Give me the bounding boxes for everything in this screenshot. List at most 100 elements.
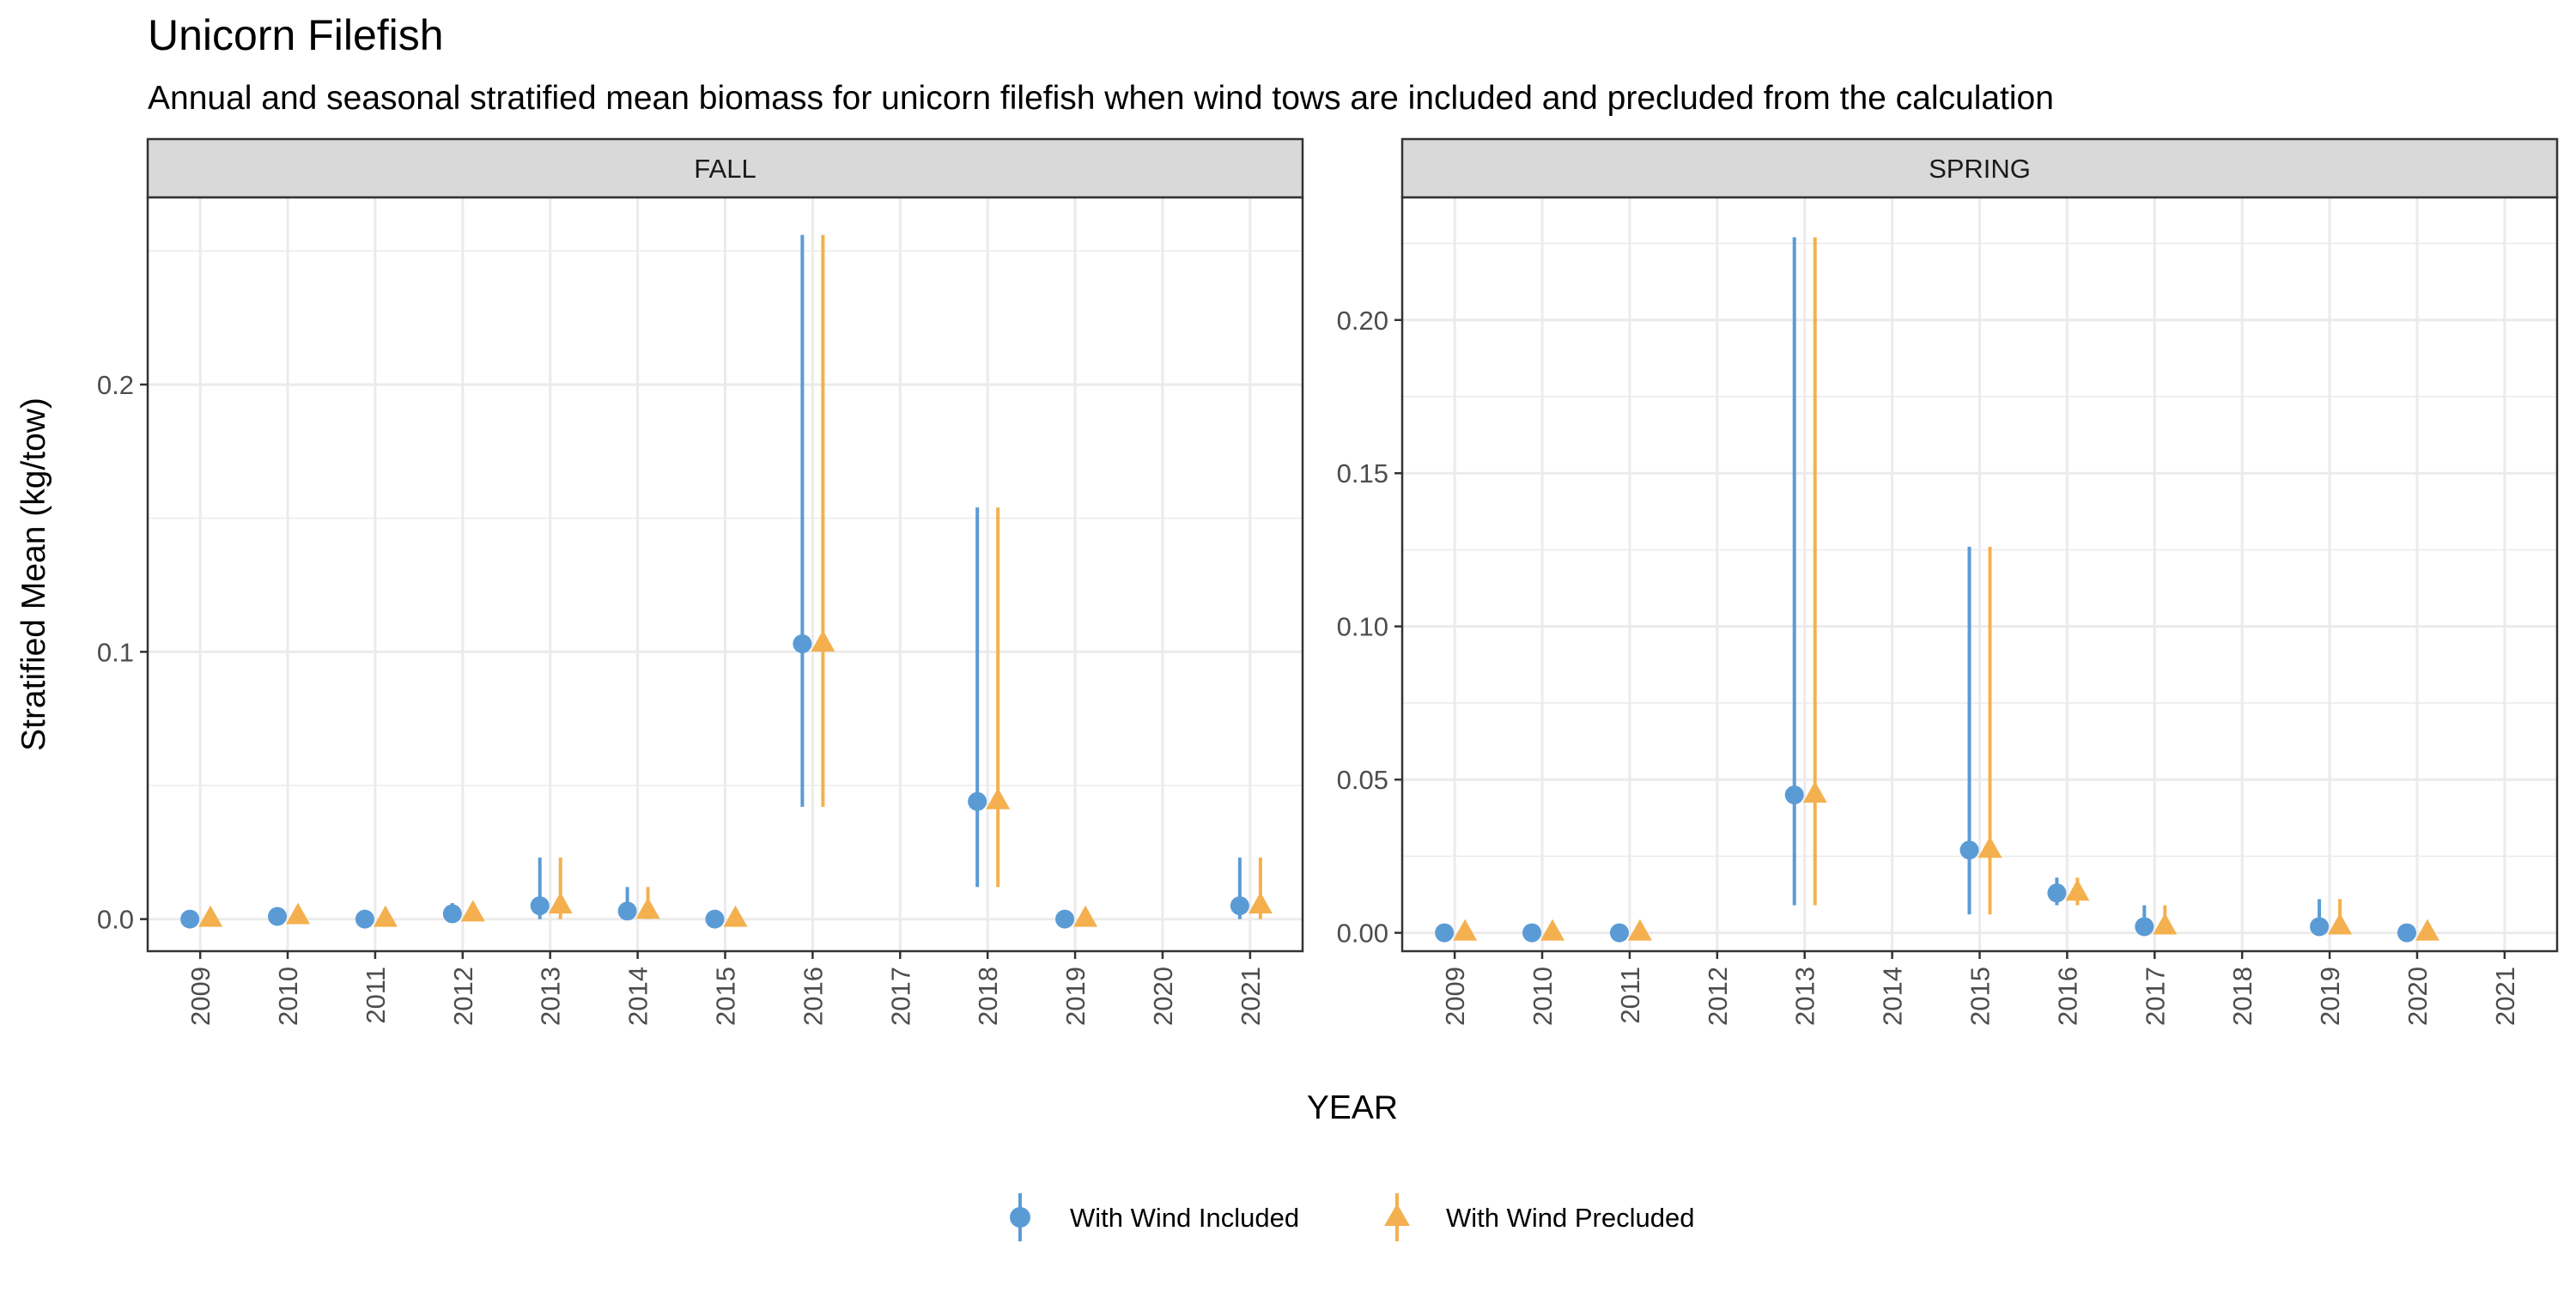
y-tick-label-spring-0: 0.00 (1337, 919, 1388, 949)
x-tick-label-spring-2017: 2017 (2140, 967, 2170, 1026)
point-spring-included-2015 (1959, 840, 1979, 860)
point-spring-included-2019 (2310, 917, 2330, 937)
x-tick-label-fall-2010: 2010 (273, 967, 303, 1026)
point-spring-included-2009 (1435, 923, 1455, 943)
chart-subtitle: Annual and seasonal stratified mean biom… (148, 80, 2054, 117)
y-tick-label-spring-4: 0.20 (1337, 306, 1388, 336)
x-tick-label-fall-2018: 2018 (973, 967, 1003, 1026)
x-tick-label-spring-2009: 2009 (1440, 967, 1470, 1026)
point-fall-included-2012 (442, 904, 462, 924)
legend-item-precluded: With Wind Precluded (1384, 1193, 1694, 1241)
point-fall-included-2021 (1230, 896, 1249, 916)
point-fall-included-2018 (968, 792, 987, 811)
point-fall-precluded-2018 (986, 787, 1011, 810)
legend-item-included: With Wind Included (1010, 1193, 1299, 1241)
point-spring-precluded-2015 (1978, 836, 2002, 858)
legend-label-precluded: With Wind Precluded (1446, 1203, 1694, 1233)
point-fall-included-2015 (705, 909, 725, 929)
point-fall-included-2014 (617, 901, 637, 921)
legend-key-precluded-marker (1384, 1204, 1410, 1226)
x-axis-title: YEAR (1307, 1089, 1398, 1126)
y-tick-label-fall-0: 0.0 (97, 905, 134, 935)
point-spring-precluded-2011 (1627, 919, 1652, 941)
point-spring-included-2011 (1609, 923, 1629, 943)
point-spring-precluded-2019 (2328, 913, 2353, 935)
x-tick-label-fall-2019: 2019 (1060, 967, 1091, 1026)
x-tick-label-spring-2013: 2013 (1790, 967, 1820, 1026)
marks-fall (180, 234, 1273, 929)
y-tick-label-spring-2: 0.10 (1337, 612, 1388, 642)
legend: With Wind Included With Wind Precluded (1010, 1193, 1694, 1241)
x-tick-label-spring-2016: 2016 (2052, 967, 2082, 1026)
marks-spring (1435, 237, 2439, 943)
y-tick-label-fall-2: 0.2 (97, 370, 134, 400)
x-tick-label-fall-2013: 2013 (536, 967, 566, 1026)
facet-strip-label-fall: FALL (694, 154, 756, 184)
facet-strip-label-spring: SPRING (1929, 154, 2031, 184)
point-fall-included-2009 (180, 909, 200, 929)
x-tick-label-spring-2012: 2012 (1703, 967, 1733, 1026)
x-tick-label-fall-2021: 2021 (1236, 967, 1266, 1026)
legend-label-included: With Wind Included (1070, 1203, 1299, 1233)
x-tick-label-spring-2021: 2021 (2490, 967, 2520, 1026)
x-tick-label-fall-2011: 2011 (361, 967, 391, 1024)
point-spring-precluded-2009 (1453, 919, 1478, 941)
point-fall-included-2011 (355, 909, 374, 929)
point-fall-included-2016 (793, 634, 812, 653)
y-axis-title: Stratified Mean (kg/tow) (15, 397, 52, 751)
point-fall-precluded-2016 (811, 629, 835, 652)
point-spring-precluded-2020 (2415, 919, 2439, 941)
x-tick-label-spring-2011: 2011 (1615, 967, 1645, 1024)
x-tick-label-fall-2017: 2017 (885, 967, 915, 1026)
point-fall-precluded-2014 (635, 897, 660, 919)
x-tick-label-fall-2009: 2009 (185, 967, 216, 1026)
point-spring-included-2017 (2135, 917, 2154, 937)
y-axis-fall: 0.0 0.1 0.2 (97, 370, 148, 935)
x-tick-label-spring-2020: 2020 (2403, 967, 2433, 1026)
facet-panel-spring: SPRING 0.00 0.05 0.10 0.15 0.20 2009 2010 2011… (1337, 137, 2559, 1026)
point-spring-included-2016 (2047, 883, 2067, 903)
x-tick-label-spring-2010: 2010 (1528, 967, 1558, 1026)
x-axis-fall: 2009 2010 2011 2012 2013 2014 2015 2016 2017 2018… (185, 951, 1266, 1026)
point-fall-precluded-2012 (460, 900, 485, 922)
point-fall-included-2010 (268, 907, 288, 926)
grid-fall (148, 197, 1303, 951)
facet-strip-fall (146, 137, 1304, 199)
facet-strip-spring (1400, 137, 2559, 199)
point-fall-included-2019 (1055, 909, 1075, 929)
x-tick-label-fall-2015: 2015 (711, 967, 741, 1026)
x-tick-label-fall-2014: 2014 (623, 967, 653, 1026)
chart-title: Unicorn Filefish (148, 11, 444, 59)
x-tick-label-fall-2012: 2012 (448, 967, 478, 1026)
point-fall-precluded-2021 (1248, 892, 1273, 914)
x-tick-label-fall-2016: 2016 (798, 967, 828, 1026)
x-tick-label-spring-2019: 2019 (2315, 967, 2345, 1026)
x-tick-label-fall-2020: 2020 (1148, 967, 1178, 1026)
x-tick-label-spring-2014: 2014 (1878, 967, 1908, 1026)
point-spring-precluded-2013 (1802, 780, 1827, 803)
y-axis-spring: 0.00 0.05 0.10 0.15 0.20 (1337, 306, 1402, 949)
point-fall-precluded-2010 (286, 902, 311, 925)
point-spring-precluded-2016 (2065, 879, 2090, 901)
point-spring-precluded-2010 (1540, 919, 1565, 941)
point-spring-precluded-2017 (2153, 913, 2178, 935)
y-tick-label-fall-1: 0.1 (97, 637, 134, 667)
x-axis-spring: 2009 2010 2011 2012 2013 2014 2015 2016 2017 2018… (1440, 951, 2520, 1026)
point-fall-precluded-2011 (373, 905, 398, 927)
point-spring-included-2010 (1522, 923, 1542, 943)
x-tick-label-spring-2018: 2018 (2227, 967, 2257, 1026)
point-fall-precluded-2009 (198, 905, 223, 927)
point-spring-included-2020 (2397, 923, 2416, 943)
point-fall-precluded-2013 (548, 892, 573, 914)
y-tick-label-spring-1: 0.05 (1337, 765, 1388, 795)
point-fall-precluded-2015 (723, 905, 748, 927)
legend-key-included-marker (1010, 1207, 1030, 1228)
point-fall-precluded-2019 (1073, 905, 1098, 927)
point-fall-included-2013 (530, 896, 550, 916)
x-tick-label-spring-2015: 2015 (1965, 967, 1996, 1026)
point-spring-included-2013 (1784, 785, 1804, 804)
facet-panel-fall: FALL 0.00.10.2 2009 2010 2011 2012 2013 2014 2… (97, 137, 1304, 1026)
y-tick-label-spring-3: 0.15 (1337, 458, 1388, 488)
